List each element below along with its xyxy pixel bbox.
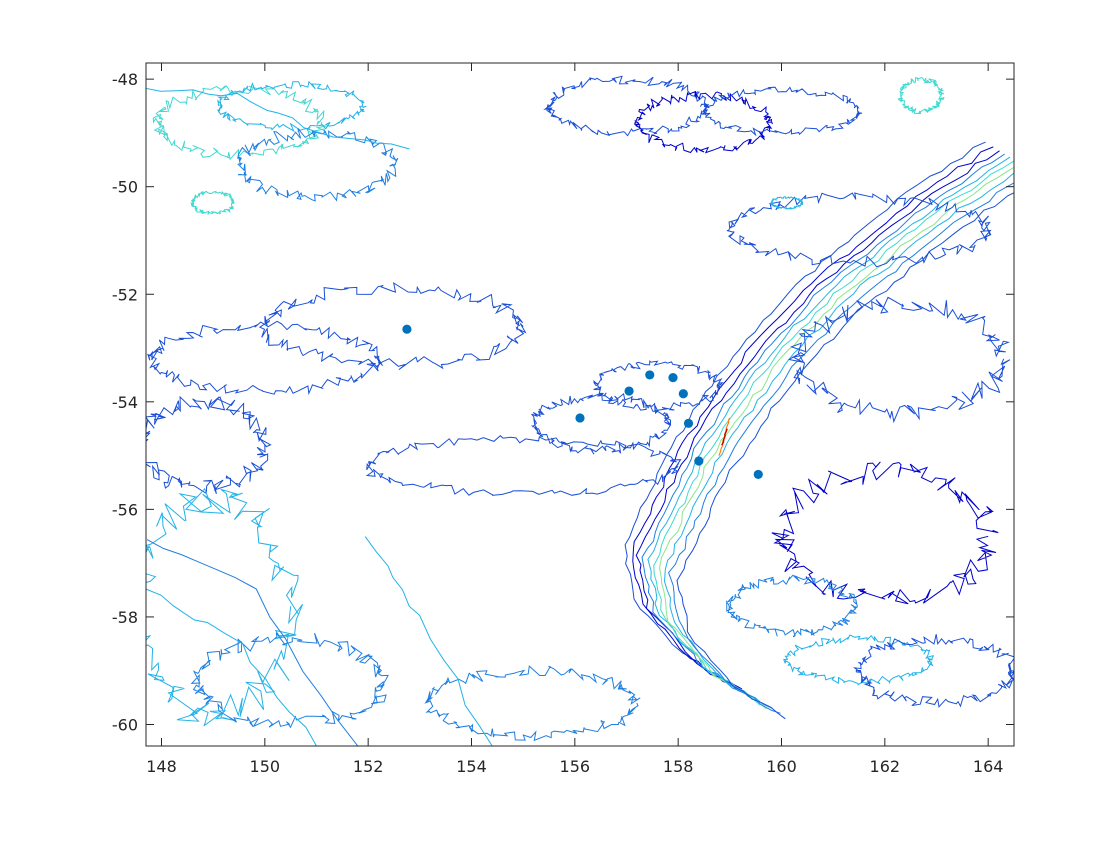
contour-line	[624, 141, 986, 684]
y-tick-label: -50	[112, 178, 138, 197]
contour-line	[635, 150, 1000, 694]
data-point	[575, 413, 585, 423]
contour-line	[852, 634, 1014, 708]
contour-lines	[146, 75, 1014, 746]
contour-line	[897, 76, 945, 115]
contour-line	[633, 90, 773, 154]
axis-ticks: 148 150 152 154 156 158 160 162 164 -48 -50 -52 -54 -…	[112, 63, 1014, 776]
contour-line	[593, 360, 724, 412]
data-point	[668, 373, 678, 383]
contour-line	[783, 634, 935, 686]
data-point	[694, 456, 704, 466]
contour-line	[787, 296, 1011, 424]
contour-line	[663, 172, 1014, 709]
contour-line	[146, 395, 272, 495]
contour-line	[726, 192, 992, 268]
contour-line	[702, 86, 863, 137]
data-points	[402, 324, 763, 480]
contour-line	[190, 190, 235, 215]
y-tick-label: -52	[112, 285, 138, 304]
x-tick-label: 150	[250, 757, 281, 776]
contour-line	[543, 75, 710, 137]
contour-line	[152, 85, 328, 161]
contour-line	[632, 146, 994, 690]
x-tick-label: 148	[146, 757, 177, 776]
data-point	[678, 389, 688, 399]
x-tick-label: 152	[353, 757, 384, 776]
y-tick-label: -56	[112, 500, 138, 519]
contour-line	[364, 536, 493, 746]
contour-line	[726, 574, 858, 638]
contour-line	[365, 435, 682, 496]
axes-box	[145, 62, 1015, 747]
x-tick-label: 156	[560, 757, 591, 776]
contour-line	[668, 182, 1014, 714]
contour-line	[146, 87, 410, 150]
contour-line	[771, 461, 999, 605]
contour-line	[676, 192, 1014, 720]
data-point	[753, 469, 763, 480]
contour-line	[424, 665, 641, 742]
contour-line	[531, 393, 671, 455]
contour-line	[721, 428, 728, 446]
contour-line	[146, 588, 317, 746]
x-tick-label: 162	[870, 757, 901, 776]
data-point	[624, 386, 634, 396]
x-tick-label: 164	[973, 757, 1004, 776]
y-tick-label: -60	[112, 715, 138, 734]
contour-line	[147, 320, 383, 396]
contour-line	[768, 196, 804, 210]
x-tick-label: 154	[456, 757, 487, 776]
contour-line	[641, 153, 1005, 698]
data-point	[402, 324, 412, 334]
contour-line	[258, 281, 527, 371]
x-tick-label: 158	[663, 757, 694, 776]
contour-line	[658, 166, 1014, 710]
contour-line	[146, 539, 359, 746]
contour-line	[146, 487, 304, 727]
data-point	[683, 418, 694, 428]
contour-line	[216, 80, 367, 133]
contour-line	[647, 156, 1011, 702]
contour-line	[237, 127, 399, 202]
y-tick-label: -58	[112, 608, 138, 627]
x-tick-label: 160	[766, 757, 797, 776]
y-tick-label: -48	[112, 70, 138, 89]
y-tick-label: -54	[112, 393, 138, 412]
data-point	[645, 370, 655, 380]
